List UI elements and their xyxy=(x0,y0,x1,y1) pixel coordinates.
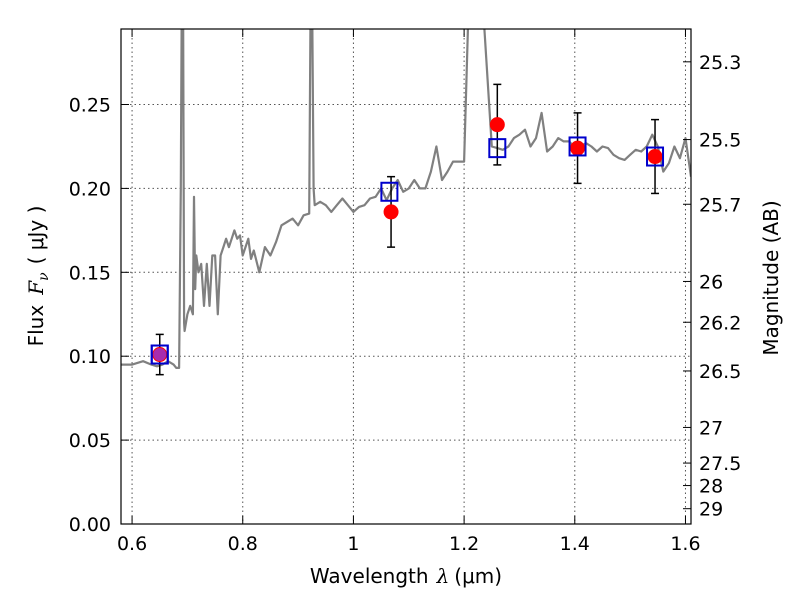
y-tick-label: 0.05 xyxy=(69,430,111,452)
x-tick-label: 1 xyxy=(347,533,359,555)
observed-flux-point xyxy=(489,117,505,133)
observed-flux-point xyxy=(647,149,663,165)
model-flux-square xyxy=(646,146,665,167)
observed-flux-point xyxy=(570,140,586,156)
y2-tick-label: 26.5 xyxy=(699,361,741,383)
x-tick-label: 0.8 xyxy=(228,533,258,555)
model-flux-square xyxy=(488,138,507,159)
x-tick-label: 1.6 xyxy=(670,533,700,555)
y2-axis-label: Magnitude (AB) xyxy=(759,200,783,355)
data-markers xyxy=(150,117,665,365)
plot-frame xyxy=(120,28,692,525)
y-tick-label: 0.25 xyxy=(69,95,111,117)
y2-tick-label: 29 xyxy=(699,499,723,521)
y2-tick-label: 25.5 xyxy=(699,130,741,152)
y2-tick-label: 27.5 xyxy=(699,453,741,475)
model-flux-square xyxy=(150,344,169,365)
y2-tick-label: 28 xyxy=(699,476,723,498)
y-tick-label: 0.00 xyxy=(69,514,111,536)
observed-flux-point xyxy=(383,204,399,220)
y-axis-label: FluxFν( μJy ) xyxy=(24,206,52,347)
y2-tick-label: 27 xyxy=(699,417,723,439)
axis-ticks: 0.6 0.8 1 1.2 1.4 1.6 0.00 0.05 0.10 0.15 0.20 0.25… xyxy=(69,29,741,555)
model-flux-square xyxy=(380,181,399,202)
y-tick-label: 0.15 xyxy=(69,262,111,284)
x-tick-label: 1.4 xyxy=(560,533,590,555)
y-tick-label: 0.20 xyxy=(69,178,111,200)
x-axis-label: Wavelength λ (μm) xyxy=(310,564,502,588)
y2-tick-label: 26 xyxy=(699,271,723,293)
y-tick-label: 0.10 xyxy=(69,346,111,368)
y2-tick-label: 25.7 xyxy=(699,194,741,216)
y2-tick-label: 25.3 xyxy=(699,52,741,74)
x-tick-label: 0.6 xyxy=(117,533,147,555)
overlap-point xyxy=(153,348,167,362)
y2-tick-label: 26.2 xyxy=(699,312,741,334)
model-flux-square xyxy=(568,136,587,157)
x-tick-label: 1.2 xyxy=(449,533,479,555)
